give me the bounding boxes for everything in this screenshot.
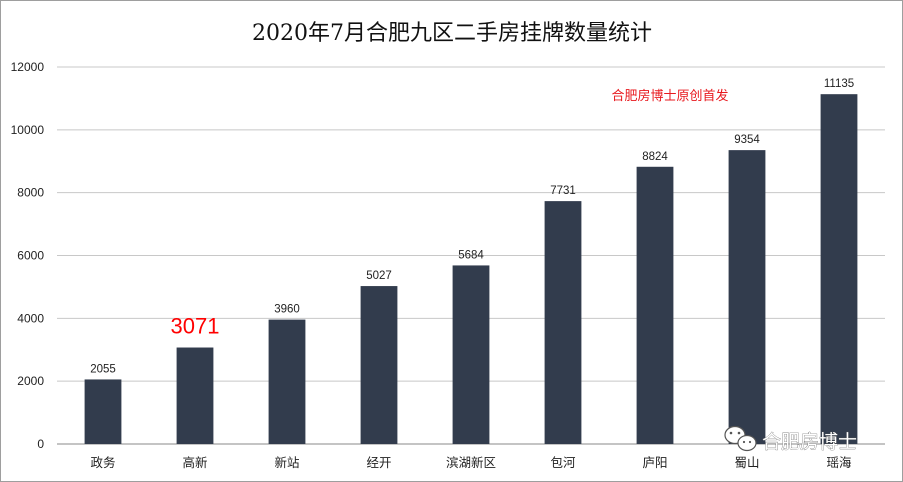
data-label: 5027 [366,270,392,282]
wechat-icon [724,425,757,452]
x-category-label: 新站 [274,455,299,470]
chart-title: 2020年7月合肥九区二手房挂牌数量统计 [252,21,652,46]
data-label: 7731 [550,185,576,197]
bar [268,319,306,444]
data-label: 8824 [642,151,668,163]
y-tick-label: 10000 [11,123,45,137]
y-tick-label: 0 [37,437,44,451]
data-label-highlight: 3071 [171,314,220,339]
bars [84,94,858,445]
y-tick-label: 4000 [17,311,44,325]
data-labels: 2055 3071 3960 5027 5684 7731 8824 9354 11135 [90,78,854,375]
x-category-label: 政务 [90,455,115,470]
bar [176,347,214,444]
data-label: 2055 [90,363,116,375]
bar [360,286,398,444]
y-tick-label: 6000 [17,249,44,263]
x-axis-labels: 政务 高新 新站 经开 滨湖新区 包河 庐阳 蜀山 瑶海 [90,455,852,470]
chart-annotation: 合肥房博士原创首发 [611,88,728,104]
watermark-text: 合肥房博士 [762,431,857,453]
bar [636,166,674,444]
data-label: 11135 [824,78,854,90]
bar [452,265,490,444]
y-tick-label: 12000 [11,60,45,74]
watermark: 合肥房博士 [724,425,857,453]
x-category-label: 庐阳 [642,455,667,470]
data-label: 9354 [734,134,760,146]
x-category-label: 包河 [550,455,576,470]
data-label: 5684 [458,249,484,261]
x-category-label: 瑶海 [826,455,852,470]
bar [728,150,766,445]
x-category-label: 经开 [366,455,391,470]
bar [820,94,858,444]
x-category-label: 高新 [182,455,207,470]
bar [544,201,582,444]
x-category-label: 滨湖新区 [446,455,496,470]
bar [84,379,122,444]
y-tick-label: 8000 [17,186,44,200]
data-label: 3960 [274,304,300,316]
x-category-label: 蜀山 [734,455,759,470]
y-axis-ticks: 0 2000 4000 6000 8000 10000 12000 [11,60,45,451]
y-tick-label: 2000 [17,374,44,388]
